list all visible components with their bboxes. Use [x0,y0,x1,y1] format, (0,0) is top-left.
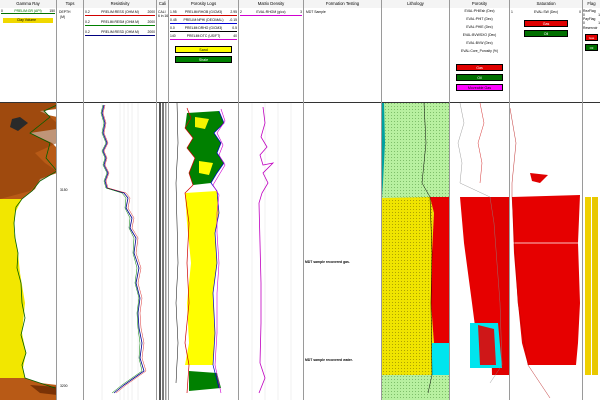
payflag-max: 1 [598,21,600,25]
tops-track[interactable]: Tops DEPTH (M) 3150 3200 [57,0,84,400]
tops-header: DEPTH (M) [57,8,83,102]
resm-min: 0.2 [85,20,90,24]
lithology-track[interactable]: Lithology [382,0,450,400]
cali-track[interactable]: Cali CALI 6 in 16 [157,0,169,400]
porosity-plot [450,102,509,400]
porosity-logs-plot [169,102,238,400]
resd-max: 2000 [147,30,155,34]
bvwsxo-curve-label: EVAL:BVWSXO (Dec) [462,33,497,37]
moveable-gas-legend: Moveable Gas [456,84,503,91]
rhom-curve-label: EVAL:RHOM (g/cc) [256,10,286,14]
cali-header: CALI 6 in 16 [157,8,168,102]
saturation-track[interactable]: Saturation 1 EVAL:SW (Dec) 0 Gas Oil [510,0,583,400]
matrix-density-plot [239,102,303,400]
drho-curve-label: PRELIM:DRHO (G/CM3) [184,26,223,30]
nphi-curve-label: PRELIM:NPHI (DECIMAL) [183,18,224,22]
mdt-sample-label: MDT Sample [306,10,326,14]
depth-tick-3150: 3150 [60,188,68,192]
rhob-curve-label: PRELIM:RHOB (G/CM3) [184,10,223,14]
gr-min: 0 [1,9,3,13]
flag-plot [583,102,600,400]
dtc-max: 40 [233,34,237,38]
resd-min: 0.2 [85,30,90,34]
drho-min: 0.0 [170,26,175,30]
payflag-min: 0 [583,21,585,25]
lithology-header [382,8,449,102]
rhom-min: 2 [240,10,242,14]
depth-label: DEPTH [59,10,71,14]
rhob-max: 2.95 [230,10,237,14]
ress-min: 0.2 [85,10,90,14]
nphi-max: -0.15 [229,18,237,22]
saturation-header: 1 EVAL:SW (Dec) 0 Gas Oil [510,8,582,102]
formation-testing-track[interactable]: Formation Testing MDT Sample MDT sample … [304,0,382,400]
lithology-plot [382,102,449,400]
cali-scale: 6 in 16 [158,14,169,18]
resm-curve-label: PRELIM:RESM (OHM.M) [100,20,140,24]
flag-oil-legend: Oil [585,44,598,51]
rezflag-curve-label: RezFlag [583,9,596,13]
ress-max: 2000 [147,10,155,14]
matrix-density-header: 2 EVAL:RHOM (g/cc) 3 [239,8,303,102]
rhom-max: 3 [300,10,302,14]
shale-legend: Shale [175,56,232,63]
rezflag-max: 1 [598,13,600,17]
gamma-ray-track[interactable]: Gamma Ray PRELIM:GR (API) 0 150 Clay Vol… [0,0,57,400]
saturation-gas-legend: Gas [524,20,568,27]
sand-legend: Sand [175,46,232,53]
resistivity-header: 0.2 PRELIM:RESS (OHM.M) 2000 0.2 PRELIM:… [84,8,156,102]
porosity-gas-legend: Gas [456,64,503,71]
phit-curve-label: EVAL:PHIT (Dec) [466,17,493,21]
core-porosity-label: EVAL:Core_Porosity (%) [460,49,499,53]
sw-max: 0 [579,10,581,14]
phie-curve-label: EVAL:PHIE (Dec) [466,25,493,29]
resm-max: 2000 [147,20,155,24]
depth-scale: 3150 3200 [57,102,83,400]
drho-max: 0.5 [232,26,237,30]
flag-gas-legend: Gas [585,34,598,41]
mdt-sample-gas[interactable]: MDT sample recovered gas. [305,260,350,264]
bvw-curve-label: EVAL:BVW (Dec) [466,41,493,45]
sw-min: 1 [511,10,513,14]
cali-plot [157,102,168,400]
ress-curve-label: PRELIM:RESS (OHM.M) [101,10,139,14]
rezflag-min: 0 [583,13,585,17]
porosity-track[interactable]: Porosity EVAL:PHIEsh (Dec) EVAL:PHIT (De… [450,0,510,400]
dtc-curve-label: PRELIM:DTC (US/FT) [186,34,221,38]
payflag-curve-label: PayFlag [583,17,596,21]
phiesh-curve-label: EVAL:PHIEsh (Dec) [464,9,495,13]
porosity-logs-track[interactable]: Porosity Logs 1.95 PRELIM:RHOB (G/CM3) 2… [169,0,239,400]
mdt-sample-water[interactable]: MDT sample recovered water. [305,358,353,362]
matrix-density-track[interactable]: Matrix Density 2 EVAL:RHOM (g/cc) 3 [239,0,304,400]
depth-tick-3200: 3200 [60,384,68,388]
gr-curve-label: PRELIM:GR (API) [14,9,42,13]
porosity-oil-legend: Oil [456,74,503,81]
rhob-min: 1.95 [170,10,177,14]
saturation-oil-legend: Oil [524,30,568,37]
formation-testing-plot: MDT sample recovered gas. MDT sample rec… [304,102,381,400]
cali-curve-label: CALI [158,10,166,14]
dtc-min: 140 [170,34,176,38]
saturation-plot [510,102,582,400]
porosity-logs-header: 1.95 PRELIM:RHOB (G/CM3) 2.95 0.45 PRELI… [169,8,238,102]
nphi-min: 0.45 [170,18,177,22]
depth-unit: (M) [60,15,66,19]
gamma-ray-plot [0,102,56,400]
formation-testing-header: MDT Sample [304,8,381,102]
gamma-ray-header: PRELIM:GR (API) 0 150 Clay Volume [0,8,56,102]
resd-curve-label: PRELIM:RESD (OHM.M) [101,30,139,34]
resistivity-track[interactable]: Resistivity 0.2 PRELIM:RESS (OHM.M) 2000… [84,0,157,400]
flag-header: RezFlag 0 1 PayFlag 0 1 Reservoir Gas Oi… [583,8,600,102]
resistivity-plot [84,102,156,400]
flag-track[interactable]: Flag RezFlag 0 1 PayFlag 0 1 Reservoir G… [583,0,600,400]
sw-curve-label: EVAL:SW (Dec) [533,10,559,14]
porosity-header: EVAL:PHIEsh (Dec) EVAL:PHIT (Dec) EVAL:P… [450,8,509,102]
gr-max: 150 [49,9,55,13]
reservoir-label: Reservoir [583,26,598,30]
clay-volume-fill-label: Clay Volume [3,18,53,23]
